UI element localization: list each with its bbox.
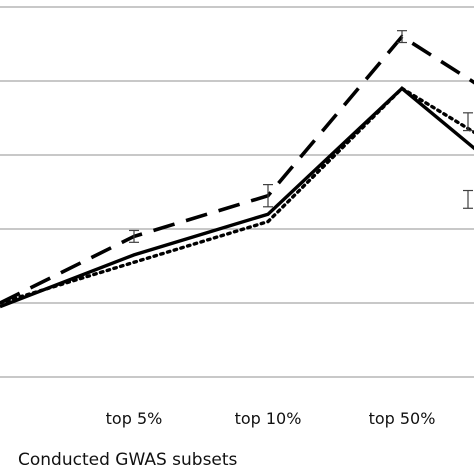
series-line-dashed — [0, 34, 474, 305]
error-bar — [463, 112, 473, 132]
x-tick-label: top 50% — [369, 409, 436, 428]
error-bar — [463, 189, 473, 209]
series-lines — [0, 34, 474, 309]
error-bar — [263, 184, 273, 208]
series-line-solid — [0, 86, 474, 309]
x-tick-label: top 10% — [235, 409, 302, 428]
x-tick-labels: top 5%top 10%top 50%Total — [106, 409, 436, 428]
error-bar — [129, 229, 139, 243]
gridlines — [0, 6, 474, 378]
x-tick-label: top 5% — [106, 409, 163, 428]
x-axis-title: Conducted GWAS subsets — [18, 450, 238, 470]
error-bars — [129, 30, 473, 243]
error-bar — [397, 30, 407, 44]
series-line-dotted — [0, 86, 474, 305]
